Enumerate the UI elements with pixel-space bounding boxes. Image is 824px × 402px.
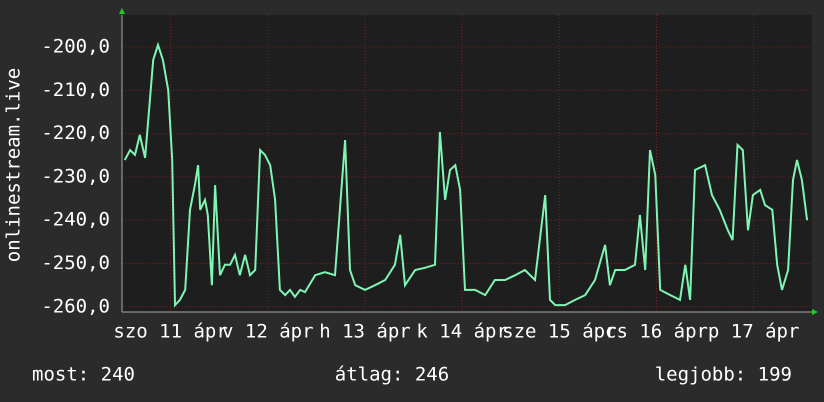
y-tick-label: -200,0 (41, 36, 110, 58)
data-line (123, 41, 809, 308)
stat: legjobb: 199 (655, 364, 792, 386)
axis-arrow (812, 309, 818, 315)
y-tick-label: -230,0 (41, 165, 110, 187)
x-tick-label: v 12 ápr (222, 321, 314, 343)
x-tick-label: cs 16 ápr (605, 321, 708, 343)
x-tick-label: p 17 ápr (708, 321, 800, 343)
x-tick-label: szo 11 ápr (113, 321, 227, 343)
plot-area (122, 15, 812, 312)
x-tick-label: k 14 ápr (416, 321, 508, 343)
y-tick-label: -260,0 (41, 295, 110, 317)
y-tick-label: -250,0 (41, 252, 110, 274)
y-tick-label: -210,0 (41, 79, 110, 101)
axis-arrow (119, 8, 125, 14)
x-tick-label: h 13 ápr (319, 321, 411, 343)
y-tick-label: -240,0 (41, 209, 110, 231)
stat: átlag: 246 (335, 364, 449, 386)
x-tick-label: sze 15 ápr (502, 321, 616, 343)
stat: most: 240 (32, 364, 135, 386)
y-axis-label: onlinestream.live (3, 68, 25, 262)
y-tick-label: -220,0 (41, 122, 110, 144)
